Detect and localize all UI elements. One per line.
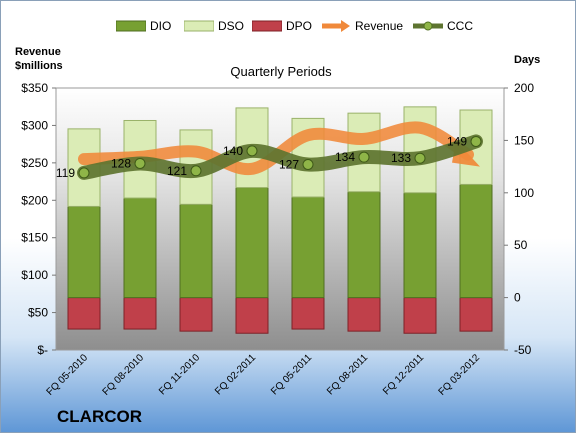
dpo-bar [459,297,493,332]
ccc-point [414,152,426,164]
dio-bar [235,187,269,299]
legend-item-ccc: CCC [413,15,473,37]
legend-label-ccc: CCC [447,19,473,33]
right-tick-label: -50 [514,343,532,357]
left-tick-label: $150 [21,231,48,245]
x-tick-label: FQ 05-2010 [45,352,91,398]
dio-bar [67,205,101,299]
legend-label-dpo: DPO [286,19,313,33]
legend: DIO DSO DPO Revenue CCC [1,15,575,37]
legend-label-revenue: Revenue [355,19,404,33]
left-tick-label: $200 [21,193,48,207]
legend-item-dio: DIO [116,15,171,37]
left-tick-label: $350 [21,81,48,95]
x-tick-label: FQ 08-2010 [101,352,147,398]
legend-label-dio: DIO [150,19,172,33]
x-tick-label: FQ 02-2011 [213,352,258,397]
left-axis-title-line: $millions [15,60,63,72]
revenue-arrow-icon [322,20,350,32]
dpo-bar [179,297,213,332]
dpo-bar [291,297,325,330]
right-tick-label: 0 [514,291,521,305]
right-axis-title: Days [514,54,541,66]
dio-bar [291,196,325,299]
ccc-data-label: 128 [111,156,131,170]
dio-bar [123,197,157,299]
ccc-line-marker-icon [413,21,443,31]
right-tick-label: 200 [514,81,534,95]
dio-bar [459,183,493,299]
dpo-bar [403,297,437,334]
plot-title: Quarterly Periods [230,64,332,79]
legend-label-dso: DSO [218,19,245,33]
left-tick-label: $300 [21,118,48,132]
left-tick-label: $100 [21,268,48,282]
legend-item-dso: DSO [184,15,244,37]
dso-swatch-icon [184,20,214,32]
company-name: CLARCOR [57,407,142,426]
dpo-bar [235,297,269,334]
ccc-point [246,145,258,157]
ccc-data-label: 127 [279,158,299,172]
ccc-point [78,167,90,179]
left-tick-label: $250 [21,156,48,170]
x-tick-label: FQ 03-2012 [437,352,483,398]
ccc-data-label: 134 [335,150,355,164]
dpo-bar [123,297,157,330]
ccc-point [190,165,202,177]
dio-bar [347,191,381,299]
legend-item-dpo: DPO [252,15,312,37]
legend-item-revenue: Revenue [321,15,403,37]
x-tick-label: FQ 12-2011 [381,352,426,397]
right-tick-label: 150 [514,133,534,147]
ccc-data-label: 119 [56,166,75,180]
x-tick-label: FQ 05-2011 [269,352,314,397]
left-axis-title-line: Revenue [15,46,61,58]
right-tick-label: 50 [514,238,528,252]
dio-swatch-icon [116,20,146,32]
ccc-data-label: 121 [167,164,187,178]
dpo-bar [347,297,381,332]
dio-bar [179,203,213,299]
ccc-point [358,151,370,163]
dpo-swatch-icon [252,20,282,32]
ccc-data-label: 133 [391,151,411,165]
ccc-data-label: 149 [447,134,467,148]
left-axis-title: Revenue $millions [15,45,63,73]
x-tick-label: FQ 08-2011 [325,352,370,397]
ccc-point [470,135,482,147]
dpo-bar [67,297,101,330]
ccc-point [134,157,146,169]
x-tick-label: FQ 11-2010 [157,352,202,397]
ccc-point [302,159,314,171]
left-tick-label: $- [37,343,48,357]
right-tick-label: 100 [514,186,534,200]
left-tick-label: $50 [28,306,48,320]
dio-bar [403,192,437,299]
ccc-data-label: 140 [223,144,243,158]
